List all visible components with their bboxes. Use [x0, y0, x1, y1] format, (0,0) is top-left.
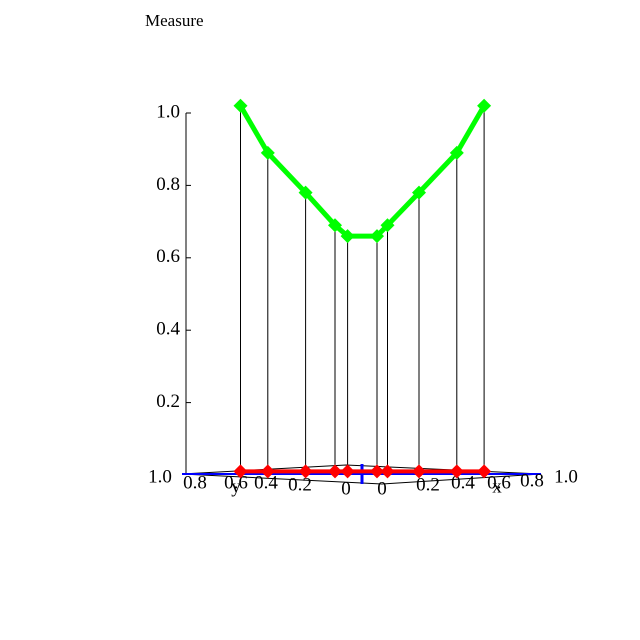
data-point	[328, 218, 342, 233]
y-tick-label: 0.2	[156, 391, 180, 412]
data-point	[298, 464, 313, 479]
axis-label: 0.6	[487, 472, 511, 493]
data-point	[340, 464, 355, 479]
y-tick-label: 1.0	[156, 101, 180, 122]
data-point	[328, 464, 342, 479]
axis-label: 0.2	[288, 474, 312, 495]
axis-label: 0.8	[520, 470, 544, 491]
y-tick-label: 0.8	[156, 174, 180, 195]
data-point	[477, 464, 492, 479]
data-point	[340, 229, 355, 244]
data-point	[449, 145, 464, 160]
data-point	[412, 464, 426, 479]
axis-label: 0	[377, 478, 387, 499]
y-tick-label: 0.6	[156, 246, 180, 267]
data-point	[449, 464, 464, 479]
data-point	[412, 185, 426, 200]
axis-label: 0.6	[224, 472, 248, 493]
axis-label: 0.4	[254, 472, 278, 493]
data-point	[370, 464, 384, 479]
data-point	[380, 464, 395, 479]
series-line	[238, 104, 487, 239]
axis-name: x	[492, 476, 502, 497]
axis-label: 0	[341, 478, 351, 499]
data-point	[233, 98, 248, 113]
axis-name: y	[231, 476, 241, 497]
data-point	[260, 464, 275, 479]
axis-label: 1.0	[554, 466, 578, 487]
axis-label: 0.2	[416, 474, 440, 495]
data-point	[477, 98, 492, 113]
data-point	[260, 145, 275, 160]
data-point	[380, 218, 395, 233]
axis-label: 0.8	[183, 472, 207, 493]
data-point	[370, 229, 384, 244]
y-tick-label: 0.4	[156, 319, 180, 340]
data-point	[298, 185, 313, 200]
axis-label: 1.0	[148, 466, 172, 487]
chart-title: Measure	[145, 11, 204, 30]
data-point	[233, 464, 248, 479]
